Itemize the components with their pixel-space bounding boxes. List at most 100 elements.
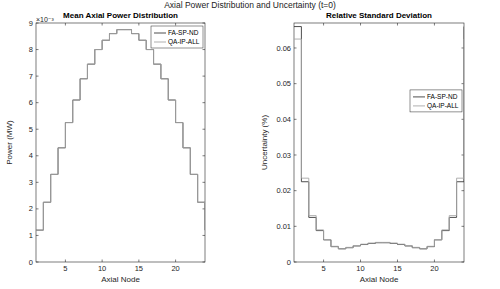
step xyxy=(87,64,94,79)
step xyxy=(449,216,456,230)
series xyxy=(36,30,205,230)
step xyxy=(124,29,131,30)
panel-title: Relative Standard Deviation xyxy=(326,11,432,20)
step xyxy=(183,123,190,148)
y-tick xyxy=(462,190,465,191)
step xyxy=(73,100,80,123)
y-tick xyxy=(294,154,297,155)
x-tick xyxy=(175,260,176,263)
y-tick xyxy=(203,182,206,183)
x-tick xyxy=(175,23,176,26)
x-axis-label: Axial Node xyxy=(101,275,140,284)
x-tick-label: 10 xyxy=(356,264,364,273)
step xyxy=(338,246,345,248)
y-tick xyxy=(203,76,206,77)
step xyxy=(427,247,434,249)
y-tick-label: 0.02 xyxy=(276,186,291,195)
y-tick xyxy=(203,262,206,263)
step xyxy=(464,39,465,178)
step xyxy=(442,231,449,240)
y-tick-label: 2 xyxy=(29,204,33,213)
panel: 51015200123456789Mean Axial Power Distri… xyxy=(5,11,205,284)
y-tick-label: 0.01 xyxy=(276,222,291,231)
step xyxy=(109,34,116,41)
step xyxy=(43,202,50,230)
step xyxy=(301,39,308,178)
step xyxy=(361,245,368,246)
legend: FA-SP-ND QA-IP-ALL xyxy=(151,26,203,48)
x-tick-label: 5 xyxy=(63,264,67,273)
step xyxy=(420,248,427,249)
step xyxy=(309,178,316,215)
step xyxy=(117,30,124,34)
x-tick-label: 15 xyxy=(135,264,143,273)
y-tick-label: 0 xyxy=(29,258,33,267)
step xyxy=(161,64,168,79)
y-tick-label: 8 xyxy=(29,45,33,54)
y-tick xyxy=(203,49,206,50)
step xyxy=(80,79,87,100)
step xyxy=(420,247,427,248)
y-tick-label: 0.03 xyxy=(276,151,291,160)
y-tick-label: 0 xyxy=(287,258,291,267)
x-tick xyxy=(434,23,435,26)
y-tick xyxy=(203,102,206,103)
step xyxy=(464,27,465,182)
y-tick-label: 0.04 xyxy=(276,115,291,124)
step xyxy=(102,40,109,49)
y-tick xyxy=(294,119,297,120)
legend-label: FA-SP-ND xyxy=(427,93,458,100)
step xyxy=(73,100,80,123)
y-axis-label: Power (MW) xyxy=(5,120,14,165)
x-tick xyxy=(323,260,324,263)
step xyxy=(412,246,419,248)
step xyxy=(405,245,412,246)
x-tick xyxy=(102,260,103,263)
step xyxy=(427,246,434,248)
step xyxy=(168,79,175,100)
step xyxy=(198,174,205,202)
x-tick-label: 5 xyxy=(321,264,325,273)
step xyxy=(205,202,206,230)
step xyxy=(375,242,382,244)
step xyxy=(51,174,58,202)
x-tick-label: 10 xyxy=(98,264,106,273)
y-tick xyxy=(462,262,465,263)
x-tick xyxy=(65,260,66,263)
step xyxy=(457,182,464,218)
step xyxy=(139,34,146,41)
y-tick xyxy=(294,262,297,263)
x-tick-label: 20 xyxy=(171,264,179,273)
series xyxy=(36,30,205,230)
step xyxy=(132,30,139,34)
step xyxy=(198,174,205,202)
step xyxy=(301,27,308,182)
legend-label: FA-SP-ND xyxy=(168,29,199,36)
step xyxy=(168,79,175,100)
plot-frame xyxy=(294,23,464,262)
step xyxy=(190,148,197,175)
step xyxy=(58,148,65,175)
legend-swatch xyxy=(154,33,166,34)
x-tick xyxy=(434,260,435,263)
step xyxy=(390,242,397,244)
legend-label: QA-IP-ALL xyxy=(168,38,200,46)
step xyxy=(95,50,102,65)
step xyxy=(316,216,323,230)
y-tick xyxy=(36,102,39,103)
step xyxy=(95,50,102,65)
step xyxy=(109,34,116,41)
step xyxy=(397,243,404,244)
y-tick-label: 7 xyxy=(29,72,33,81)
step xyxy=(190,148,197,175)
data-group xyxy=(36,30,205,230)
step xyxy=(154,50,161,65)
legend-swatch xyxy=(413,96,425,97)
x-tick xyxy=(360,260,361,263)
y-tick xyxy=(36,208,39,209)
step xyxy=(324,230,331,240)
y-tick xyxy=(36,49,39,50)
y-tick-label: 0.06 xyxy=(276,44,291,53)
step xyxy=(412,246,419,248)
step xyxy=(338,247,345,249)
